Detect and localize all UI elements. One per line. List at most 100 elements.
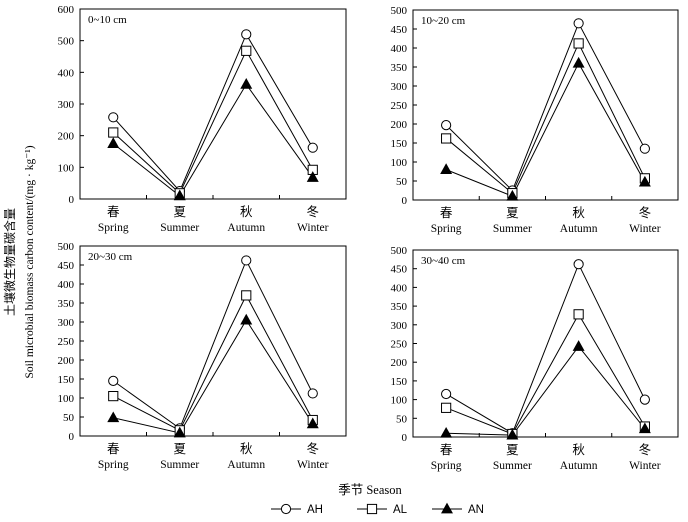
x-tick-label-cn: 春 bbox=[440, 206, 453, 220]
y-tick-label: 200 bbox=[58, 355, 75, 367]
y-tick-label: 50 bbox=[63, 412, 75, 424]
x-tick-label: Winter bbox=[297, 459, 329, 471]
data-point-AH bbox=[241, 29, 252, 40]
y-tick-label: 350 bbox=[391, 301, 408, 313]
data-point-AH bbox=[108, 375, 119, 386]
y-tick-label: 300 bbox=[58, 99, 75, 111]
y-tick-label: 400 bbox=[391, 43, 408, 55]
data-point-AN bbox=[107, 137, 120, 148]
plot-frame bbox=[412, 249, 679, 438]
y-tick-label: 0 bbox=[402, 432, 408, 444]
x-tick-label-cn: 夏 bbox=[506, 206, 519, 220]
series-line-AL bbox=[113, 294, 314, 431]
y-tick-label: 250 bbox=[391, 339, 408, 351]
y-tick-label: 400 bbox=[58, 279, 75, 291]
y-tick-label: 100 bbox=[391, 157, 408, 169]
data-point-AH bbox=[639, 394, 650, 405]
x-tick-label: Autumn bbox=[227, 222, 265, 234]
x-tick-label-cn: 秋 bbox=[240, 442, 253, 456]
series-line-AN bbox=[446, 345, 646, 436]
y-tick-label: 150 bbox=[58, 374, 75, 386]
series-line-AL bbox=[445, 313, 646, 435]
data-point-AN bbox=[440, 163, 453, 175]
y-tick-label: 250 bbox=[391, 100, 408, 112]
x-tick-label-cn: 秋 bbox=[572, 206, 585, 220]
legend-label-AN: AN bbox=[468, 504, 484, 516]
y-tick-label: 350 bbox=[391, 62, 408, 74]
y-tick-label: 500 bbox=[391, 245, 408, 257]
series-line-AN bbox=[112, 83, 314, 197]
x-tick-label-cn: 春 bbox=[107, 442, 120, 456]
x-tick-label: Winter bbox=[629, 223, 661, 235]
y-tick-label: 250 bbox=[58, 336, 75, 348]
y-axis-label-cn: 土壤微生物量碳含量 bbox=[2, 208, 17, 316]
plot-frame bbox=[412, 9, 679, 201]
data-point-AL bbox=[108, 391, 119, 402]
data-point-AH bbox=[573, 18, 584, 29]
y-tick-label: 600 bbox=[58, 4, 75, 16]
x-tick-label: Summer bbox=[160, 459, 199, 471]
data-point-AH bbox=[441, 120, 452, 131]
series-line-AH bbox=[445, 262, 646, 434]
y-tick-label: 300 bbox=[391, 320, 408, 332]
y-tick-label: 400 bbox=[391, 282, 408, 294]
y-tick-label: 450 bbox=[391, 24, 408, 36]
data-point-AH bbox=[108, 112, 119, 123]
data-point-AN bbox=[240, 78, 253, 89]
x-tick-label-cn: 秋 bbox=[572, 443, 585, 457]
chart-panel-3: 20~30 cm050100150200250300350400450500春S… bbox=[58, 241, 347, 471]
plot-frame bbox=[79, 8, 347, 200]
x-tick-label-cn: 夏 bbox=[173, 205, 186, 219]
panel-title: 0~10 cm bbox=[88, 14, 127, 26]
x-tick-label: Summer bbox=[493, 223, 532, 235]
data-point-AN bbox=[572, 56, 585, 68]
data-point-AN bbox=[240, 313, 253, 325]
series-line-AL bbox=[445, 42, 646, 194]
data-point-AN bbox=[173, 189, 186, 201]
panel-title: 10~20 cm bbox=[421, 15, 466, 27]
data-point-AH bbox=[307, 142, 318, 153]
y-tick-label: 150 bbox=[391, 376, 408, 388]
series-line-AL bbox=[112, 49, 314, 195]
data-point-AL bbox=[241, 45, 252, 56]
x-tick-label-cn: 春 bbox=[440, 443, 453, 457]
x-tick-label: Winter bbox=[297, 222, 329, 234]
chart-panel-4: 30~40 cm050100150200250300350400450500春S… bbox=[391, 245, 679, 472]
legend-marker-AL bbox=[366, 503, 378, 515]
data-point-AN bbox=[506, 189, 519, 201]
x-tick-label-cn: 冬 bbox=[306, 204, 319, 219]
x-axis-label: 季节 Season bbox=[338, 483, 402, 497]
y-axis-label-en: Soil microbial biomass carbon content/(m… bbox=[24, 145, 36, 378]
data-point-AL bbox=[573, 309, 584, 320]
x-tick-label-cn: 秋 bbox=[240, 205, 253, 219]
y-tick-label: 200 bbox=[58, 131, 75, 143]
y-tick-label: 500 bbox=[391, 5, 408, 17]
y-tick-label: 300 bbox=[58, 317, 75, 329]
x-tick-label: Spring bbox=[98, 222, 129, 234]
x-tick-label: Spring bbox=[431, 223, 462, 235]
data-point-AL bbox=[441, 402, 452, 413]
y-tick-label: 50 bbox=[396, 176, 408, 188]
data-point-AH bbox=[241, 255, 252, 266]
x-tick-label-cn: 夏 bbox=[506, 443, 519, 457]
y-tick-label: 450 bbox=[58, 260, 75, 272]
y-tick-label: 0 bbox=[69, 194, 75, 206]
legend-marker-AH bbox=[280, 503, 292, 515]
series-line-AH bbox=[112, 259, 314, 430]
panel-title: 20~30 cm bbox=[88, 251, 133, 263]
series-line-AN bbox=[113, 319, 314, 434]
data-point-AN bbox=[306, 417, 319, 429]
y-tick-label: 350 bbox=[58, 298, 75, 310]
x-tick-label-cn: 春 bbox=[107, 205, 120, 219]
series-line-AH bbox=[445, 22, 646, 192]
x-tick-label-cn: 夏 bbox=[173, 442, 186, 456]
chart-panel-2: 10~20 cm050100150200250300350400450500春S… bbox=[391, 5, 679, 235]
data-point-AN bbox=[306, 171, 319, 182]
chart-panels: 0~10 cm0100200300400500600春Spring夏Summer… bbox=[58, 4, 679, 472]
data-point-AN bbox=[572, 340, 585, 351]
x-tick-label: Autumn bbox=[560, 223, 598, 235]
y-tick-label: 500 bbox=[58, 36, 75, 48]
data-point-AN bbox=[107, 411, 120, 423]
y-tick-label: 200 bbox=[391, 119, 408, 131]
x-tick-label: Winter bbox=[629, 460, 661, 472]
